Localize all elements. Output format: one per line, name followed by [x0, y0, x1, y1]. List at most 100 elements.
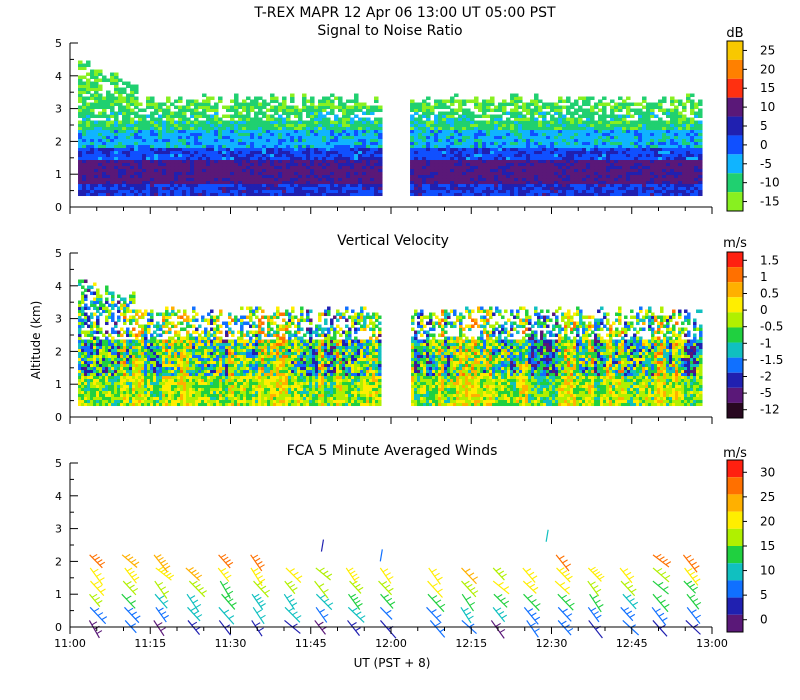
- snr-cell: [138, 165, 143, 170]
- snr-cell: [522, 120, 527, 125]
- snr-cell: [138, 126, 143, 131]
- snr-cell: [546, 180, 551, 185]
- snr-cell: [514, 180, 519, 185]
- snr-cell: [198, 123, 203, 128]
- snr-cell: [498, 105, 503, 110]
- snr-cell: [450, 114, 455, 119]
- snr-cell: [610, 114, 615, 119]
- velocity-cell: [96, 369, 100, 374]
- snr-cell: [454, 180, 459, 185]
- snr-cell: [330, 141, 335, 146]
- snr-cell: [526, 150, 531, 155]
- snr-cell: [258, 156, 263, 161]
- velocity-cell: [84, 366, 88, 371]
- snr-cell: [250, 156, 255, 161]
- snr-cell: [574, 183, 579, 188]
- snr-cell: [686, 132, 691, 137]
- snr-cell: [682, 150, 687, 155]
- snr-cell: [678, 153, 683, 158]
- snr-cell: [450, 99, 455, 104]
- snr-cell: [330, 186, 335, 191]
- snr-cell: [78, 60, 83, 65]
- snr-cell: [454, 174, 459, 179]
- snr-cell: [86, 105, 91, 110]
- snr-cell: [694, 162, 699, 167]
- snr-cell: [266, 150, 271, 155]
- snr-cell: [594, 138, 599, 143]
- snr-cell: [206, 156, 211, 161]
- snr-cell: [462, 162, 467, 167]
- snr-cell: [222, 159, 227, 164]
- velocity-cell: [102, 381, 106, 386]
- velocity-cell: [102, 351, 106, 356]
- snr-cell: [486, 183, 491, 188]
- snr-cell: [130, 180, 135, 185]
- velocity-cell: [99, 366, 103, 371]
- snr-cell: [442, 189, 447, 194]
- snr-cell: [374, 147, 379, 152]
- snr-cell: [526, 126, 531, 131]
- snr-cell: [158, 159, 163, 164]
- snr-cell: [446, 120, 451, 125]
- snr-cell: [270, 96, 275, 101]
- velocity-cell: [78, 360, 82, 365]
- velocity-cell: [81, 372, 85, 377]
- snr-cell: [426, 147, 431, 152]
- snr-cell: [146, 165, 151, 170]
- snr-cell: [682, 114, 687, 119]
- snr-cell: [118, 159, 123, 164]
- snr-cell: [562, 123, 567, 128]
- snr-cell: [454, 192, 459, 197]
- snr-cell: [166, 138, 171, 143]
- snr-cell: [602, 111, 607, 116]
- snr-cell: [374, 165, 379, 170]
- snr-cell: [262, 144, 267, 149]
- snr-cell: [166, 159, 171, 164]
- snr-cell: [694, 120, 699, 125]
- snr-cell: [630, 162, 635, 167]
- velocity-cell: [99, 393, 103, 398]
- snr-cell: [530, 138, 535, 143]
- snr-cell: [154, 141, 159, 146]
- snr-cell: [682, 144, 687, 149]
- snr-cell: [330, 126, 335, 131]
- snr-cell: [342, 114, 347, 119]
- snr-cell: [510, 120, 515, 125]
- snr-cell: [330, 99, 335, 104]
- snr-cell: [110, 126, 115, 131]
- snr-cell: [310, 192, 315, 197]
- snr-cell: [246, 186, 251, 191]
- snr-cell: [626, 153, 631, 158]
- snr-cell: [590, 114, 595, 119]
- snr-cell: [466, 186, 471, 191]
- snr-cell: [102, 180, 107, 185]
- snr-cell: [114, 81, 119, 86]
- snr-cell: [566, 120, 571, 125]
- snr-cell: [98, 135, 103, 140]
- velocity-cell: [87, 399, 91, 404]
- snr-cell: [82, 180, 87, 185]
- snr-cell: [350, 141, 355, 146]
- snr-cell: [234, 105, 239, 110]
- snr-cell: [438, 117, 443, 122]
- snr-cell: [550, 135, 555, 140]
- snr-cell: [490, 129, 495, 134]
- snr-cell: [490, 117, 495, 122]
- snr-cell: [514, 162, 519, 167]
- snr-cell: [458, 177, 463, 182]
- snr-cell: [158, 135, 163, 140]
- snr-cell: [666, 108, 671, 113]
- snr-cell: [670, 96, 675, 101]
- snr-cell: [574, 141, 579, 146]
- snr-cell: [594, 165, 599, 170]
- snr-cell: [102, 96, 107, 101]
- snr-cell: [446, 153, 451, 158]
- snr-cell: [86, 162, 91, 167]
- snr-cell: [634, 156, 639, 161]
- snr-cell: [450, 159, 455, 164]
- snr-cell: [286, 162, 291, 167]
- snr-cell: [594, 162, 599, 167]
- snr-cell: [666, 147, 671, 152]
- snr-cell: [298, 153, 303, 158]
